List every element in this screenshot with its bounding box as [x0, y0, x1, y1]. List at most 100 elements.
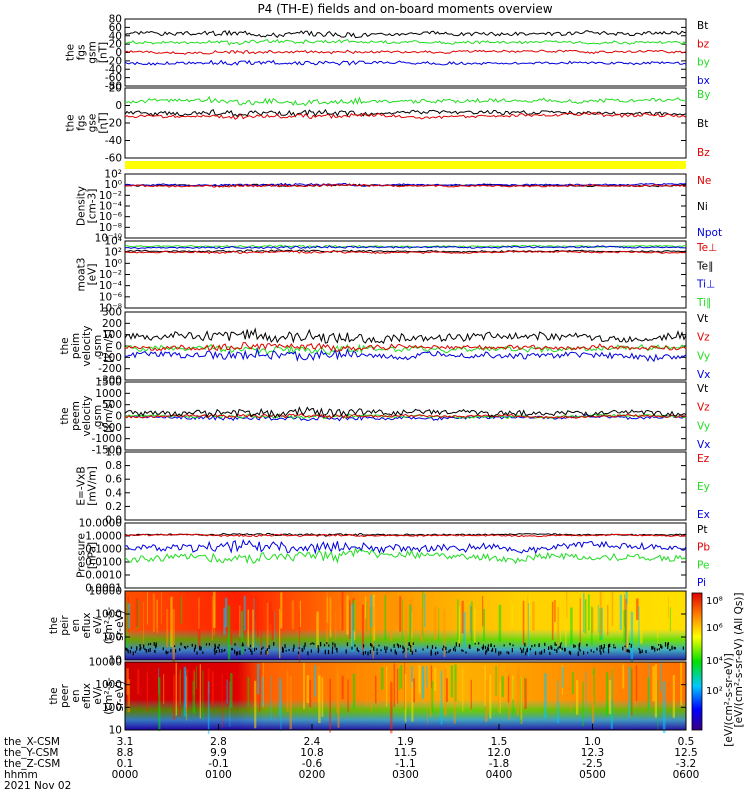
- spectrogram-streak: [270, 675, 272, 720]
- spectrogram-noise: [607, 649, 610, 654]
- spectrogram-streak: [224, 597, 228, 628]
- y-tick-label: -200: [98, 363, 122, 375]
- y-axis-label: en: [70, 619, 82, 632]
- spectrogram-noise: [609, 643, 611, 648]
- spectrogram-noise: [667, 643, 669, 646]
- colorbar-scale: [691, 592, 703, 731]
- x-tick-label: 0400: [486, 769, 513, 781]
- x-tick-label: 0300: [392, 769, 419, 781]
- legend-entry: Ti∥: [696, 297, 711, 309]
- series-line-blue: [124, 245, 687, 250]
- spectrogram-noise: [613, 644, 615, 646]
- spectrogram-noise: [453, 648, 455, 651]
- y-tick-label: 80: [109, 14, 122, 26]
- spectrogram-noise: [125, 647, 127, 651]
- y-tick-label: -60: [105, 153, 122, 165]
- spectrogram-streak: [434, 668, 437, 691]
- spectrogram-streak: [501, 676, 504, 698]
- spectrogram-streak: [254, 596, 257, 621]
- x-tick-label: 1.0: [584, 736, 601, 748]
- spectrogram-streak: [399, 596, 402, 632]
- spectrogram-noise: [654, 647, 656, 652]
- colorbar-tick: 10⁶: [706, 623, 723, 634]
- spectrogram-noise: [376, 648, 378, 652]
- spectrogram-noise: [268, 645, 270, 650]
- spectrogram-noise: [331, 650, 334, 654]
- spectrogram-noise: [481, 646, 483, 649]
- spectrogram-streak: [247, 609, 250, 647]
- x-row-label: the_Z-CSM: [4, 758, 60, 770]
- spectrogram-noise: [578, 642, 581, 647]
- spectrogram-streak: [396, 668, 399, 704]
- spectrogram-streak: [601, 607, 603, 640]
- y-tick-label: 500: [102, 399, 122, 411]
- legend-entry: Vx: [697, 369, 710, 381]
- spectrogram-noise: [134, 650, 137, 653]
- spectrogram-streak: [156, 599, 158, 633]
- x-tick-label: 0.5: [678, 736, 695, 748]
- spectrogram-noise: [139, 644, 141, 648]
- spectrogram-noise: [371, 644, 373, 648]
- x-row-label: the_X-CSM: [4, 736, 60, 748]
- spectrogram-streak: [557, 607, 560, 646]
- chart-title: P4 (TH-E) fields and on-board moments ov…: [257, 2, 552, 16]
- spectrogram-streak: [611, 668, 613, 724]
- spectrogram-noise: [358, 650, 360, 653]
- legend-entry: Ni: [697, 201, 708, 213]
- x-axis: the_X-CSM 3.1 2.8 2.4 1.9 1.5 1.0 0.5 the_Y-CSM 8…: [4, 724, 699, 792]
- y-tick-label: 10⁻²: [99, 269, 122, 281]
- spectrogram-noise: [213, 648, 216, 652]
- colorbar: 10⁸ 10⁶ 10⁴ 10² [eV/(cm²-s-sr-eV) (All Qs)][…: [691, 592, 745, 747]
- spectrogram-streak: [152, 593, 155, 632]
- spectrogram-streak: [497, 664, 499, 713]
- spectrogram-streak: [654, 664, 658, 718]
- spectrogram-noise: [613, 646, 615, 649]
- series-line-blue: [124, 59, 687, 66]
- colorbar-label: [eV/(cm²-s-sr-eV) (All Qs)]: [733, 593, 745, 728]
- spectrogram-noise: [430, 649, 432, 654]
- spectrogram-noise: [288, 649, 290, 652]
- spectrogram-noise: [334, 643, 336, 648]
- legend-entry: Vy: [697, 350, 710, 362]
- spectrogram-noise: [582, 651, 585, 655]
- spectrogram-streak: [565, 600, 567, 647]
- spectrogram-noise: [255, 647, 258, 651]
- spectrogram-streak: [341, 591, 344, 631]
- spectrogram-noise: [410, 648, 412, 653]
- spectrogram-noise: [199, 645, 201, 651]
- spectrogram-noise: [193, 647, 196, 652]
- spectrogram-noise: [317, 650, 319, 654]
- spectrogram-noise: [539, 651, 541, 655]
- spectrogram-streak: [186, 676, 188, 721]
- series-line-red: [124, 112, 687, 120]
- spectrogram-noise: [237, 651, 239, 655]
- spectrogram-noise: [664, 642, 667, 647]
- y-tick-label: 20: [109, 83, 122, 95]
- y-tick-label: 10⁴: [104, 236, 122, 248]
- status-bar: [125, 161, 686, 169]
- y-axis-label: en: [70, 689, 82, 702]
- spectrogram-streak: [420, 608, 423, 643]
- spectrogram-streak: [652, 666, 655, 702]
- spectrogram-streak: [356, 666, 359, 696]
- y-axis-label: the: [59, 407, 71, 424]
- spectrogram-streak: [372, 606, 374, 659]
- spectrogram-streak: [527, 602, 529, 657]
- spectrogram-streak: [660, 662, 662, 693]
- y-tick-label: 10⁻⁴: [99, 201, 122, 213]
- spectrogram-streak: [175, 662, 177, 716]
- spectrogram-noise: [548, 646, 550, 651]
- spectrogram-streak: [291, 600, 295, 630]
- spectrogram-noise: [311, 642, 313, 644]
- spectrogram-noise: [200, 646, 202, 651]
- spectrogram-noise: [162, 647, 164, 651]
- spectrogram-streak: [495, 666, 497, 697]
- spectrogram-streak: [253, 598, 255, 653]
- spectrogram-streak: [453, 681, 456, 724]
- spectrogram-noise: [369, 650, 371, 654]
- spectrogram-noise: [260, 651, 262, 655]
- series-line-red: [124, 49, 687, 55]
- spectrogram-streak: [127, 603, 131, 629]
- spectrogram-streak: [194, 671, 196, 715]
- spectrogram-noise: [443, 645, 445, 649]
